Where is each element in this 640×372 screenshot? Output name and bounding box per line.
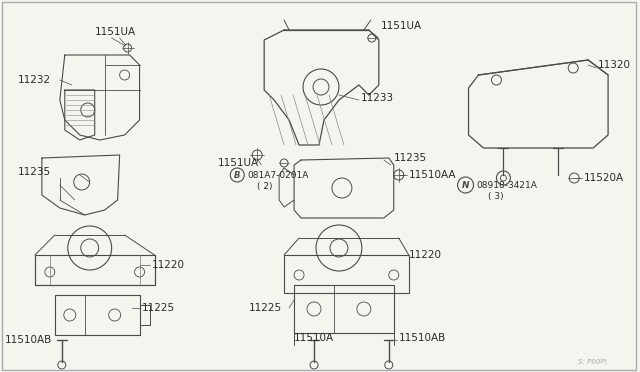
Text: 1151UA: 1151UA — [95, 27, 136, 37]
Text: 1151UA: 1151UA — [218, 158, 259, 168]
Text: 11520A: 11520A — [584, 173, 624, 183]
Text: 11233: 11233 — [361, 93, 394, 103]
Text: 11510AB: 11510AB — [399, 333, 446, 343]
Text: 11225: 11225 — [249, 303, 282, 313]
Text: 11235: 11235 — [18, 167, 51, 177]
Text: 11225: 11225 — [141, 303, 175, 313]
Text: 11232: 11232 — [18, 75, 51, 85]
Text: ( 2): ( 2) — [257, 182, 273, 190]
Text: 11235: 11235 — [394, 153, 427, 163]
Text: 08918-3421A: 08918-3421A — [477, 180, 538, 189]
Text: B: B — [234, 170, 241, 180]
Text: 11220: 11220 — [409, 250, 442, 260]
Text: ( 3): ( 3) — [488, 192, 504, 201]
Text: 11510AA: 11510AA — [409, 170, 456, 180]
Text: S: P00P\: S: P00P\ — [578, 359, 607, 365]
Text: 1151UA: 1151UA — [381, 21, 422, 31]
Text: 11320: 11320 — [598, 60, 631, 70]
Text: 11510AB: 11510AB — [5, 335, 52, 345]
Text: 11510A: 11510A — [294, 333, 334, 343]
Text: 081A7-0201A: 081A7-0201A — [247, 170, 308, 180]
Text: N: N — [462, 180, 469, 189]
Text: 11220: 11220 — [152, 260, 184, 270]
Bar — [294, 285, 394, 333]
Bar — [55, 295, 140, 335]
Bar — [284, 255, 409, 293]
